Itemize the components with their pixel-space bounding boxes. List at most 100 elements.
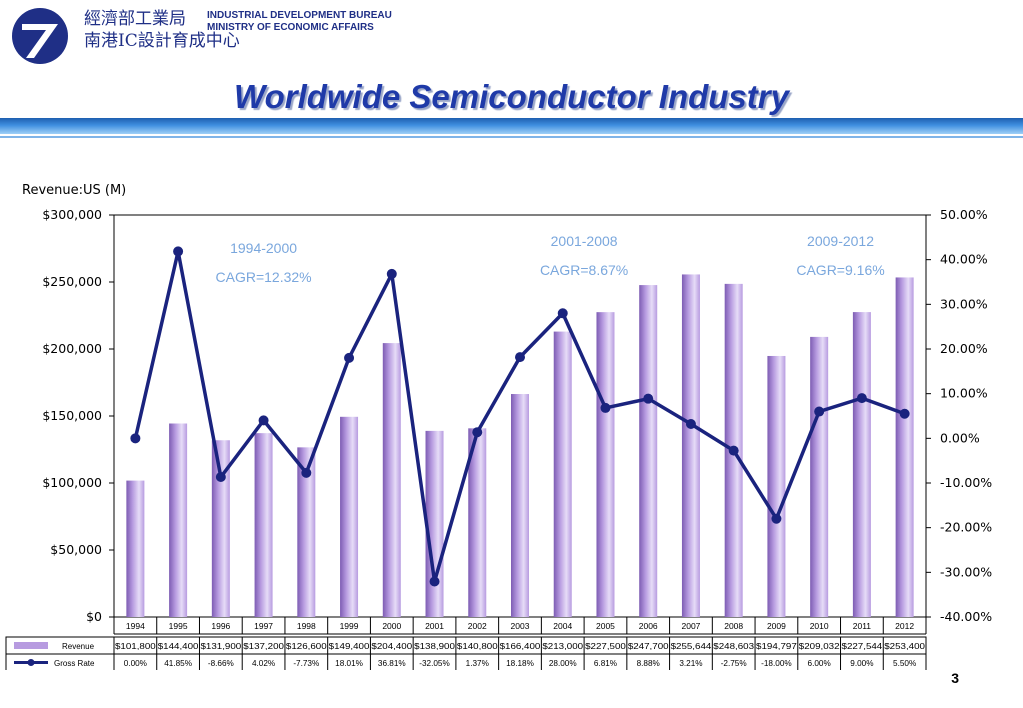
data-label-gross-rate: -2.75%: [721, 659, 747, 668]
data-label-gross-rate: 18.01%: [335, 659, 363, 668]
legend-key-gross-rate-marker: [27, 659, 35, 666]
y-left-tick-label: $300,000: [42, 207, 102, 222]
x-tick-label: 2008: [724, 621, 743, 631]
bar: [297, 447, 316, 617]
data-label-gross-rate: 5.50%: [893, 659, 916, 668]
data-label-gross-rate: 9.00%: [850, 659, 873, 668]
data-label-gross-rate: 36.81%: [378, 659, 406, 668]
x-tick-label: 1996: [211, 621, 230, 631]
cagr-annotation-rate: CAGR=8.67%: [540, 262, 628, 278]
x-tick-label: 2005: [596, 621, 615, 631]
org-name-chinese: 經濟部工業局 南港IC設計育成中心: [84, 8, 240, 52]
x-tick-label: 2000: [382, 621, 401, 631]
title-band-underline: [0, 136, 1023, 138]
cagr-annotation-rate: CAGR=12.32%: [216, 269, 312, 285]
line-point: [728, 445, 739, 456]
line-point: [515, 352, 525, 363]
org-name-chinese-line2: 南港IC設計育成中心: [84, 31, 240, 51]
y-right-tick-label: 10.00%: [940, 386, 988, 401]
line-point: [472, 427, 483, 438]
x-tick-label: 2002: [468, 621, 487, 631]
cagr-annotation-rate: CAGR=9.16%: [796, 262, 884, 278]
bar: [169, 423, 188, 617]
x-tick-label: 2003: [511, 621, 530, 631]
data-label-gross-rate: 4.02%: [252, 659, 275, 668]
y-left-tick-label: $200,000: [42, 341, 102, 356]
org-name-english: INDUSTRIAL DEVELOPMENT BUREAU MINISTRY O…: [207, 10, 392, 34]
data-label-revenue: $137,200: [243, 642, 284, 651]
x-tick-label: 2001: [425, 621, 444, 631]
data-label-gross-rate: 6.00%: [808, 659, 831, 668]
data-label-gross-rate: 0.00%: [124, 659, 147, 668]
y-left-tick-label: $250,000: [42, 274, 102, 289]
idb-logo-icon: [12, 8, 68, 64]
data-label-revenue: $204,400: [371, 642, 412, 651]
line-point: [173, 246, 184, 257]
data-label-revenue: $194,797: [756, 642, 797, 651]
x-tick-label: 2012: [895, 621, 914, 631]
y-right-tick-label: 20.00%: [940, 341, 988, 356]
bar: [681, 274, 700, 617]
data-label-gross-rate: -8.66%: [208, 659, 234, 668]
y-right-tick-label: 40.00%: [940, 252, 988, 267]
x-tick-label: 1994: [126, 621, 145, 631]
bar: [211, 440, 230, 617]
data-label-gross-rate: 41.85%: [164, 659, 192, 668]
data-label-revenue: $138,900: [414, 642, 455, 651]
data-label-revenue: $213,000: [542, 642, 583, 651]
data-label-gross-rate: 3.21%: [679, 659, 702, 668]
data-label-gross-rate: -7.73%: [293, 659, 319, 668]
bar: [810, 336, 829, 617]
bar: [596, 312, 615, 617]
bar: [468, 428, 487, 617]
data-label-revenue: $255,644: [671, 642, 712, 651]
x-tick-label: 2011: [853, 621, 872, 631]
x-tick-label: 2006: [639, 621, 658, 631]
y-left-tick-label: $0: [86, 609, 102, 624]
legend-label-gross-rate: Gross Rate: [54, 659, 95, 668]
data-label-gross-rate: 28.00%: [549, 659, 577, 668]
y-right-tick-label: -20.00%: [940, 520, 992, 535]
bar: [852, 312, 871, 617]
data-label-revenue: $253,400: [884, 642, 925, 651]
bar: [639, 285, 658, 617]
data-label-gross-rate: 1.37%: [466, 659, 489, 668]
data-label-revenue: $140,800: [457, 642, 498, 651]
data-label-revenue: $248,603: [713, 642, 754, 651]
bar: [340, 416, 359, 617]
org-name-chinese-line1: 經濟部工業局: [84, 9, 186, 29]
semiconductor-chart: Revenue:US (M) $0 $50,000 $100,000 $150,000 $…: [5, 183, 992, 670]
x-tick-label: 2010: [810, 621, 829, 631]
y-unit-label: Revenue:US (M): [22, 183, 126, 198]
data-label-revenue: $144,400: [158, 642, 199, 651]
data-label-revenue: $166,400: [500, 642, 541, 651]
data-label-gross-rate: 18.18%: [506, 659, 534, 668]
data-label-revenue: $227,544: [842, 642, 883, 651]
bar: [553, 331, 572, 617]
data-label-revenue: $247,700: [628, 642, 669, 651]
cagr-annotation-period: 1994-2000: [230, 240, 297, 256]
x-tick-label: 2009: [767, 621, 786, 631]
y-right-tick-label: 50.00%: [940, 207, 988, 222]
line-point: [771, 513, 782, 524]
bar: [767, 355, 786, 617]
line-point: [814, 406, 825, 417]
data-label-revenue: $126,600: [286, 642, 327, 651]
data-label-revenue: $149,400: [329, 642, 370, 651]
y-right-tick-label: -40.00%: [940, 609, 992, 624]
y-left-tick-label: $50,000: [50, 542, 102, 557]
data-label-revenue: $101,800: [115, 642, 156, 651]
data-label-revenue: $131,900: [200, 642, 241, 651]
line-point: [557, 308, 568, 319]
bar: [895, 277, 914, 617]
legend-key-revenue: [14, 642, 48, 649]
line-point: [386, 268, 397, 279]
line-point: [685, 418, 696, 429]
cagr-annotation-period: 2001-2008: [551, 233, 618, 249]
line-point: [301, 467, 312, 478]
line-point: [429, 576, 440, 587]
line-point: [600, 402, 611, 413]
legend-label-revenue: Revenue: [62, 642, 95, 651]
bar: [126, 480, 145, 617]
data-label-gross-rate: -18.00%: [761, 659, 792, 668]
